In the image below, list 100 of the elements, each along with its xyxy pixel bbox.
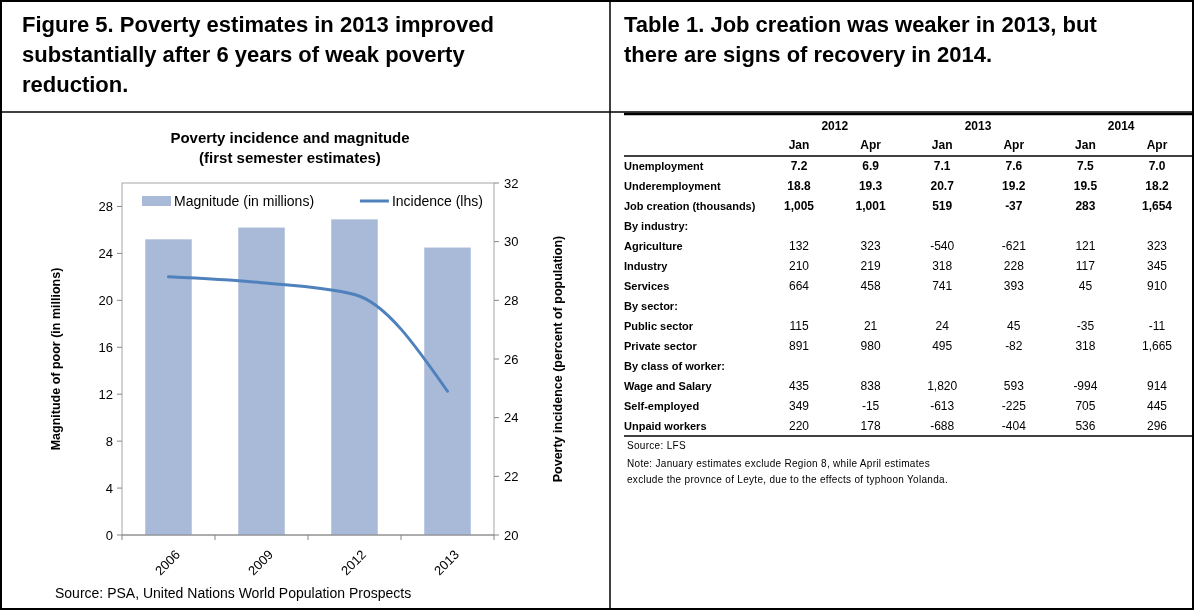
- data-label: 495: [932, 339, 953, 354]
- data-label: 7.1: [933, 159, 951, 174]
- x-tick-label: Jan: [788, 138, 810, 153]
- y-tick-label: 24: [98, 245, 113, 261]
- data-label: 178: [860, 419, 881, 434]
- bar: [238, 227, 285, 535]
- x-tick-label: Apr: [1003, 138, 1025, 153]
- data-label: -621: [1001, 239, 1027, 254]
- data-label: 7.0: [1148, 159, 1166, 174]
- data-label: 1,820: [927, 379, 958, 394]
- data-label: -35: [1076, 319, 1095, 334]
- data-label: 458: [860, 279, 881, 294]
- y-tick-label: By industry:: [624, 219, 689, 232]
- data-label: 21: [863, 319, 878, 334]
- data-label: 914: [1146, 379, 1168, 394]
- data-label: 7.5: [1077, 159, 1095, 174]
- data-label: 283: [1075, 199, 1096, 214]
- data-label: -688: [930, 419, 955, 434]
- data-label: 220: [788, 419, 810, 434]
- data-label: 1,654: [1141, 199, 1173, 214]
- y2-tick-label: 24: [504, 410, 519, 426]
- y-axis-title: Magnitude of poor (in millions): [49, 267, 63, 451]
- x-tick-label: Apr: [1146, 138, 1168, 153]
- line-series: [167, 275, 449, 393]
- text: Note: January estimates exclude Region 8, while April estimates exclude the provnce of Leyte, due to the effects of typhoon Yolanda.: [627, 458, 948, 485]
- data-label: 24: [935, 319, 950, 334]
- data-label: 45: [1078, 279, 1093, 294]
- data-label: 838: [860, 379, 881, 394]
- data-label: 519: [932, 199, 953, 214]
- y-tick-label: Unpaid workers: [624, 419, 707, 432]
- data-label: 980: [860, 339, 881, 354]
- data-label: 1,005: [783, 199, 815, 214]
- data-label: 741: [932, 279, 953, 294]
- data-label: 117: [1075, 259, 1096, 274]
- data-label: 19.5: [1073, 179, 1098, 194]
- legend-label: Incidence (lhs): [391, 192, 483, 209]
- data-label: 445: [1146, 399, 1168, 414]
- y-tick-label: Services: [624, 279, 670, 292]
- bar: [424, 247, 471, 535]
- y-tick-label: By class of worker:: [624, 359, 725, 372]
- y-tick-label: 8: [105, 433, 113, 449]
- data-label: 891: [788, 339, 810, 354]
- y-tick-label: By sector:: [624, 299, 678, 312]
- y-tick-label: Wage and Salary: [624, 379, 713, 392]
- data-label: -11: [1148, 319, 1166, 334]
- data-label: 115: [789, 319, 809, 334]
- data-label: 6.9: [862, 159, 880, 174]
- chart-title: Table 1. Job creation was weaker in 2013, but there are signs of recovery in 2014.: [624, 12, 1098, 67]
- y-tick-label: Agriculture: [624, 239, 683, 252]
- chart-subtitle: Poverty incidence and magnitude (first semester estimates): [170, 129, 410, 166]
- data-label: -540: [930, 239, 955, 254]
- data-label: 19.2: [1002, 179, 1026, 194]
- data-label: -613: [930, 399, 955, 414]
- data-label: 910: [1146, 279, 1168, 294]
- source-note: Source: PSA, United Nations World Population Prospects: [55, 585, 412, 601]
- y2-axis-title: Poverty incidence (percent of population): [551, 235, 565, 483]
- y-tick-label: 28: [98, 199, 113, 215]
- text: 2013: [964, 119, 992, 134]
- data-label: 45: [1007, 319, 1021, 334]
- y-tick-label: Self-employed: [624, 399, 700, 412]
- y-tick-label: Public sector: [624, 319, 694, 332]
- data-label: 19.3: [858, 179, 883, 194]
- bar: [331, 219, 378, 535]
- data-label: 210: [788, 259, 810, 274]
- data-label: -82: [1005, 339, 1023, 354]
- y2-tick-label: 32: [504, 175, 519, 191]
- data-label: 593: [1003, 379, 1025, 394]
- y-tick-label: Private sector: [624, 339, 698, 352]
- data-label: 349: [788, 399, 810, 414]
- data-label: 219: [860, 259, 881, 274]
- data-label: 1,001: [855, 199, 886, 214]
- data-label: 318: [932, 259, 953, 274]
- data-label: 323: [860, 239, 881, 254]
- y2-tick-label: 30: [504, 234, 519, 250]
- data-label: 228: [1003, 259, 1025, 274]
- data-label: 393: [1003, 279, 1025, 294]
- data-label: 132: [788, 239, 810, 254]
- source-note: Source: LFS: [627, 440, 686, 451]
- data-label: 345: [1146, 259, 1168, 274]
- text: 2014: [1107, 119, 1135, 134]
- y-tick-label: 16: [98, 339, 113, 355]
- bar: [145, 239, 192, 535]
- y-tick-label: Industry: [624, 259, 669, 272]
- x-tick-label: Jan: [931, 138, 953, 153]
- y-tick-label: 20: [98, 292, 113, 308]
- y2-tick-label: 22: [504, 468, 519, 484]
- data-label: 296: [1146, 419, 1168, 434]
- y-tick-label: Unemployment: [624, 159, 704, 172]
- x-tick-label: Apr: [860, 138, 882, 153]
- y-tick-label: 4: [105, 480, 113, 496]
- x-tick-label: Jan: [1075, 138, 1096, 153]
- legend-label: Magnitude (in millions): [174, 192, 315, 209]
- data-label: 18.2: [1145, 179, 1169, 194]
- data-label: 664: [788, 279, 810, 294]
- y2-tick-label: 26: [504, 351, 519, 367]
- data-label: 121: [1075, 239, 1096, 254]
- data-label: -15: [861, 399, 880, 414]
- data-label: -225: [1001, 399, 1027, 414]
- data-label: -994: [1073, 379, 1098, 394]
- data-label: 705: [1075, 399, 1096, 414]
